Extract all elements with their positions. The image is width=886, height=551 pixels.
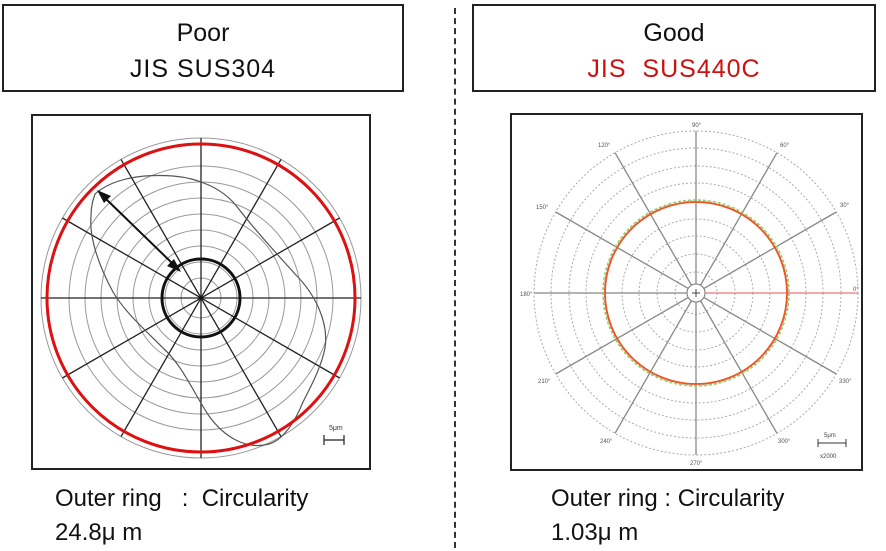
scale-bar-poor: 5μm [323, 425, 345, 445]
angle-60: 60° [780, 143, 790, 149]
angle-330: 330° [839, 379, 852, 385]
material-label-good: JIS SUS440C [587, 55, 761, 83]
polar-plot-poor-svg: 5μm [40, 137, 362, 459]
angle-300: 300° [778, 439, 791, 445]
scale-label-good: 5μm [824, 433, 836, 439]
header-good: Good JIS SUS440C [472, 4, 876, 92]
caption-poor-value: 24.8μ m [55, 519, 143, 546]
angle-180: 180° [520, 292, 533, 298]
angle-210: 210° [538, 379, 551, 385]
angle-150: 150° [536, 205, 549, 211]
reference-circle-green [602, 199, 790, 387]
scale-bar-good: 5μm x2000 [817, 433, 847, 460]
polar-plot-good: 90° 60° 30° 0° 330° 300° 270° 240° 210° … [510, 113, 863, 471]
outer-circle-red [45, 142, 357, 454]
angle-120: 120° [598, 143, 611, 149]
angle-270: 270° [690, 461, 703, 467]
caption-good-line1: Outer ring : Circularity [551, 485, 785, 512]
material-label-poor: JIS SUS304 [129, 55, 277, 83]
inner-circle-black [160, 257, 242, 339]
caption-good-value: 1.03μ m [551, 519, 639, 546]
angle-30: 30° [840, 203, 850, 209]
panel-divider [454, 8, 456, 548]
angle-240: 240° [600, 439, 613, 445]
scale-label-poor: 5μm [329, 425, 343, 432]
angle-labels: 90° 60° 30° 0° 330° 300° 270° 240° 210° … [520, 123, 859, 467]
header-poor: Poor JIS SUS304 [2, 4, 404, 92]
rating-label-good: Good [643, 19, 705, 47]
measured-profile-poor [90, 174, 327, 447]
measured-profile-good [604, 201, 788, 385]
angle-90: 90° [692, 123, 702, 129]
rating-label-poor: Poor [176, 19, 230, 47]
caption-poor-line1: Outer ring : Circularity [55, 485, 309, 512]
polar-plot-poor: 5μm [31, 114, 371, 470]
magnification-label: x2000 [820, 454, 837, 460]
angle-0: 0° [853, 287, 859, 293]
polar-plot-good-svg: 90° 60° 30° 0° 330° 300° 270° 240° 210° … [520, 123, 859, 467]
deviation-arrow [97, 190, 181, 272]
